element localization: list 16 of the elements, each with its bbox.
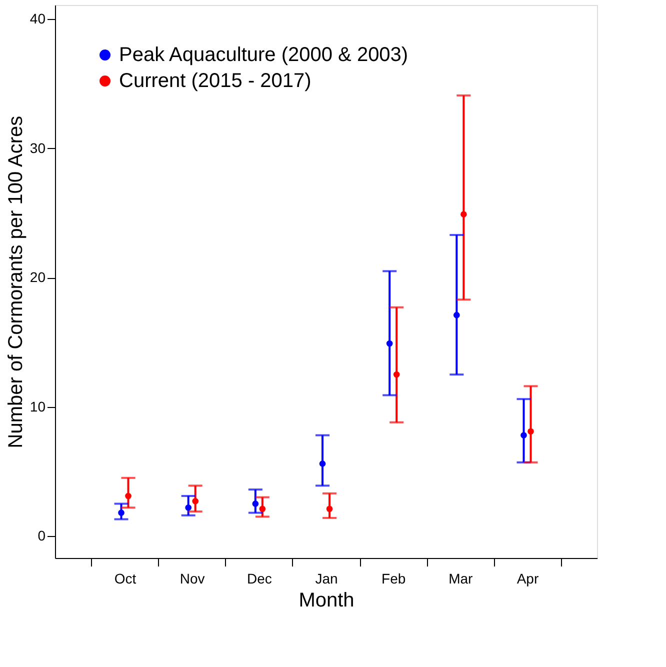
legend-label: Peak Aquaculture (2000 & 2003): [119, 44, 408, 66]
y-tick-label: 40: [30, 10, 46, 27]
y-tick-label: 0: [38, 528, 46, 544]
x-tick-label: Nov: [180, 570, 205, 586]
x-tick-label: Dec: [246, 570, 272, 586]
x-axis-title: Month: [298, 590, 354, 612]
y-axis-title: Number of Cormorants per 100 Acres: [4, 116, 27, 448]
y-tick-label: 10: [30, 398, 46, 414]
x-tick-label: Oct: [114, 570, 136, 586]
x-tick-label: Apr: [516, 570, 539, 586]
legend-label: Current (2015 - 2017): [119, 70, 312, 92]
x-tick-label: Mar: [448, 570, 474, 586]
x-tick-label: Jan: [315, 570, 338, 586]
y-tick-label: 30: [30, 140, 46, 156]
y-tick-label: 20: [30, 269, 46, 286]
x-tick-label: Feb: [382, 570, 406, 586]
